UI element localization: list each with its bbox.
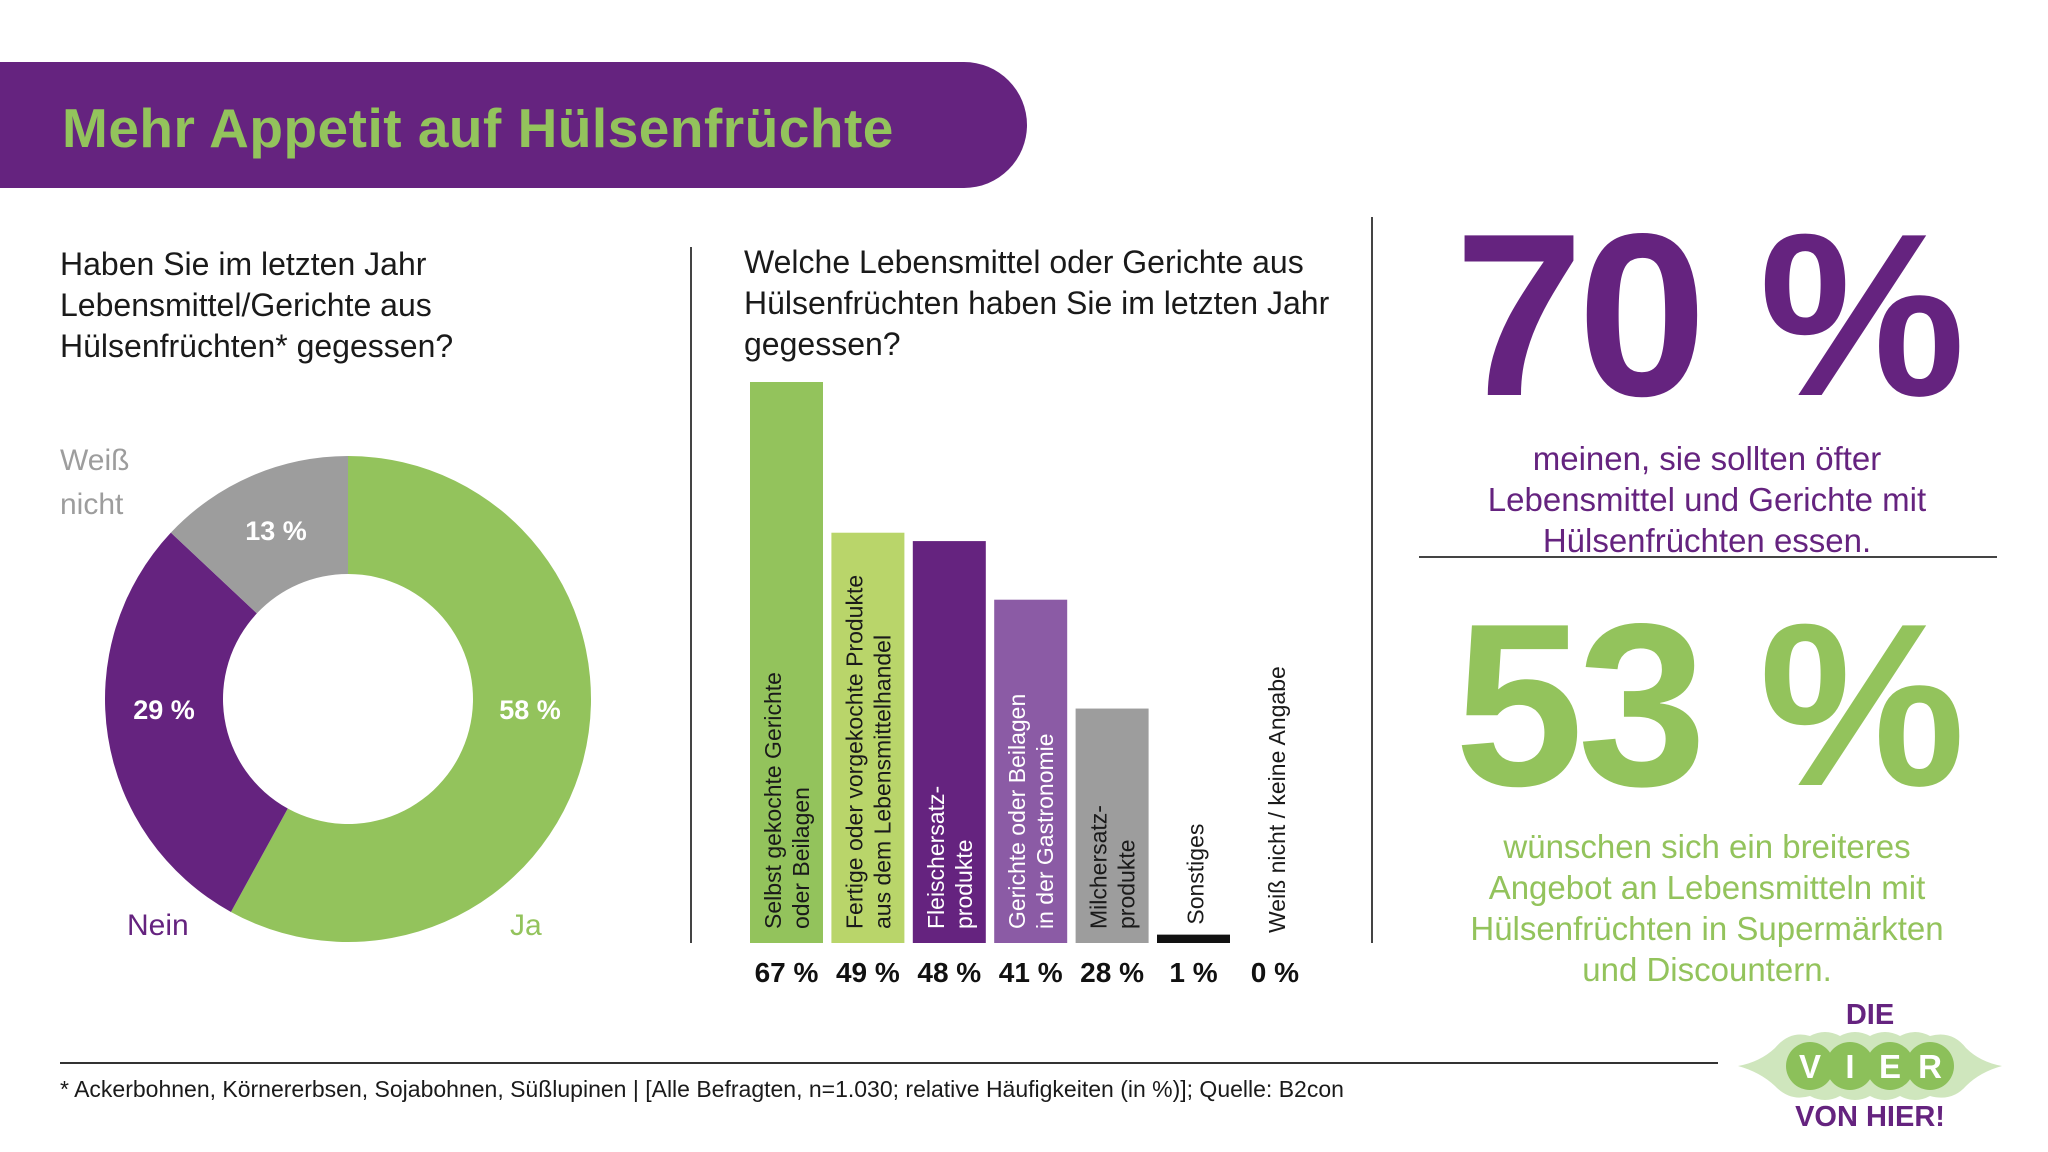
stat-53-line: Hülsenfrüchten in Supermärkten	[1470, 910, 1944, 947]
bar-6	[1157, 934, 1230, 943]
stat-53-value: 53 %	[1454, 576, 1966, 835]
donut-slice-nein	[104, 532, 288, 912]
stat-53-line: wünschen sich ein breiteres	[1503, 828, 1911, 865]
stat-70-line: Hülsenfrüchten essen.	[1542, 522, 1872, 559]
bar-value-label: 1 %	[1169, 957, 1217, 988]
page-title: Mehr Appetit auf Hülsenfrüchte	[62, 97, 894, 159]
stat-70-line: meinen, sie sollten öfter	[1532, 440, 1882, 477]
footnote: * Ackerbohnen, Körnererbsen, Sojabohnen,…	[60, 1076, 1344, 1102]
bar-category-label: produkte	[1114, 839, 1140, 929]
stat-70-line: Lebensmittel und Gerichte mit	[1487, 481, 1927, 518]
bar-category-label: oder Beilagen	[788, 787, 814, 929]
bar-category-label: in der Gastronomie	[1032, 733, 1058, 929]
bar-category-label: Milchersatz-	[1086, 805, 1112, 929]
bar-category-label: Fertige oder vorgekochte Produkte	[841, 575, 867, 929]
divider-right	[1371, 217, 1373, 943]
footer-divider	[60, 1062, 1718, 1064]
bar-4	[994, 599, 1068, 943]
bar-category-label: Gerichte oder Beilagen	[1004, 694, 1030, 929]
bar-value-label: 41 %	[999, 957, 1063, 988]
donut-value-label: 29 %	[133, 695, 195, 725]
bar-value-label: 49 %	[836, 957, 900, 988]
bar-category-label: Sonstiges	[1183, 824, 1209, 925]
donut-slice-weiß-nicht	[170, 456, 348, 614]
bar-category-label: aus dem Lebensmittelhandel	[869, 635, 895, 929]
bar-value-label: 28 %	[1080, 957, 1144, 988]
donut-category-label: nicht	[60, 488, 124, 521]
bar-question: Welche Lebensmittel oder Gerichte aus Hü…	[744, 244, 1330, 362]
bar-5	[1075, 708, 1149, 943]
stat-53: 53 % wünschen sich ein breiteres Angebot…	[1407, 590, 2007, 990]
stat-70: 70 % meinen, sie sollten öfter Lebensmit…	[1407, 200, 2007, 561]
donut-question: Haben Sie im letzten Jahr Lebensmittel/G…	[60, 246, 454, 364]
bar-value-label: 48 %	[917, 957, 981, 988]
bar-1	[750, 382, 823, 943]
stat-70-value: 70 %	[1454, 186, 1966, 445]
donut-slice-ja	[230, 456, 592, 942]
donut-value-label: 13 %	[245, 516, 307, 546]
title-banner	[0, 62, 1027, 188]
bar-3	[912, 541, 986, 943]
stat-53-line: und Discountern.	[1582, 951, 1832, 988]
bar-value-label: 0 %	[1251, 957, 1299, 988]
donut-category-label: Nein	[127, 909, 189, 942]
donut-category-label: Weiß	[60, 444, 129, 477]
bar-category-label: Weiß nicht / keine Angabe	[1264, 666, 1290, 933]
stat-53-text: wünschen sich ein breiteres Angebot an L…	[1407, 826, 2007, 990]
donut-value-label: 58 %	[499, 695, 561, 725]
divider-left	[690, 247, 692, 943]
donut-category-label: Ja	[510, 909, 542, 942]
stats-divider	[1419, 556, 1997, 558]
bar-2	[831, 532, 905, 943]
bar-value-label: 67 %	[755, 957, 819, 988]
bar-category-label: Selbst gekochte Gerichte	[760, 672, 786, 929]
stat-70-text: meinen, sie sollten öfter Lebensmittel u…	[1407, 438, 2007, 561]
bar-category-label: Fleischersatz-	[923, 786, 949, 929]
bar-category-label: produkte	[951, 839, 977, 929]
logo-bottom: VON HIER!	[1795, 1101, 1945, 1133]
logo-top: DIE	[1846, 999, 1894, 1031]
stat-53-line: Angebot an Lebensmitteln mit	[1488, 869, 1926, 906]
